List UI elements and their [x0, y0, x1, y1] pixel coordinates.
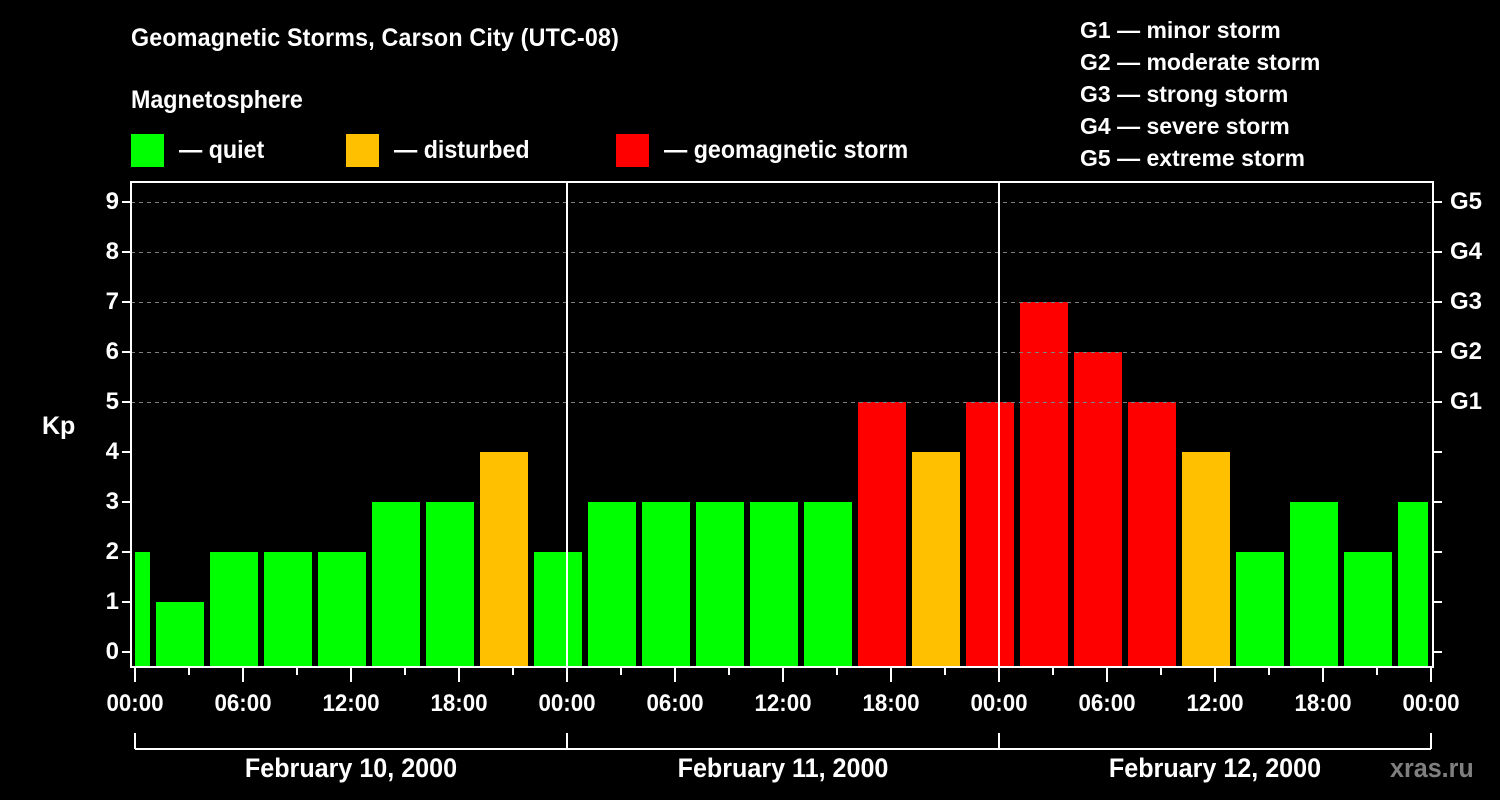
chart-title: Geomagnetic Storms, Carson City (UTC-08): [131, 24, 620, 52]
x-tick-label: 06:00: [214, 690, 272, 717]
y-tick-label: 0: [105, 638, 119, 665]
bar: [318, 552, 366, 667]
bar: [1290, 502, 1338, 667]
bar: [750, 502, 798, 667]
bar: [480, 452, 528, 667]
y-tick-label: 3: [105, 488, 119, 515]
y-tick-label: 6: [105, 338, 119, 365]
date-label: February 10, 2000: [244, 753, 458, 783]
x-tick-label: 06:00: [646, 690, 704, 717]
x-tick-label: 12:00: [322, 690, 380, 717]
legend-swatch-disturbed: [346, 134, 379, 167]
y-axis-label: Kp: [42, 412, 76, 440]
legend-item-quiet: — quiet: [131, 134, 271, 167]
bar: [1236, 552, 1284, 667]
bar: [642, 502, 690, 667]
g-scale-legend: G1 — minor storm G2 — moderate storm G3 …: [1080, 14, 1320, 174]
x-tick-label: 00:00: [970, 690, 1028, 717]
legend-item-storm: — geomagnetic storm: [616, 134, 927, 167]
x-tick-label: 12:00: [1186, 690, 1244, 717]
chart-subtitle: Magnetosphere: [131, 86, 303, 114]
bar: [210, 552, 258, 667]
y-tick-label: 7: [105, 288, 119, 315]
x-tick-label: 12:00: [754, 690, 812, 717]
g-scale-item: G4 — severe storm: [1080, 113, 1290, 139]
g-scale-item: G5 — extreme storm: [1080, 145, 1305, 171]
x-tick-label: 18:00: [1294, 690, 1352, 717]
bar: [1020, 302, 1068, 667]
bar: [135, 552, 150, 667]
bar: [264, 552, 312, 667]
legend-label: — disturbed: [394, 136, 530, 164]
bar: [696, 502, 744, 667]
bar: [588, 502, 636, 667]
y-tick-label: 4: [105, 438, 119, 465]
x-tick-label: 00:00: [106, 690, 164, 717]
bar: [804, 502, 852, 667]
x-tick-label: 00:00: [1402, 690, 1460, 717]
legend-label: — quiet: [179, 136, 265, 164]
x-tick-label: 18:00: [862, 690, 920, 717]
g-scale-item: G3 — strong storm: [1080, 81, 1289, 107]
date-label: February 11, 2000: [677, 753, 889, 783]
g-tick-label: G5: [1450, 188, 1483, 215]
bar: [1074, 352, 1122, 667]
x-tick-label: 18:00: [430, 690, 488, 717]
bar: [426, 502, 474, 667]
bar: [1182, 452, 1230, 667]
x-tick-label: 00:00: [538, 690, 596, 717]
bar: [372, 502, 420, 667]
y-tick-label: 8: [105, 238, 119, 265]
bar: [1398, 502, 1428, 667]
watermark: xras.ru: [1390, 753, 1474, 783]
bar: [534, 552, 582, 667]
legend-label: — geomagnetic storm: [664, 136, 909, 164]
bar: [858, 402, 906, 667]
g-scale-item: G1 — minor storm: [1080, 17, 1281, 43]
bar: [1344, 552, 1392, 667]
x-tick-label: 06:00: [1078, 690, 1136, 717]
legend-item-disturbed: — disturbed: [346, 134, 540, 167]
bar: [156, 602, 204, 667]
g-scale-item: G2 — moderate storm: [1080, 49, 1321, 75]
bars: [135, 302, 1428, 667]
y-tick-label: 1: [105, 588, 119, 615]
g-tick-label: G2: [1450, 338, 1483, 365]
g-tick-label: G1: [1450, 388, 1483, 415]
y-tick-label: 5: [105, 388, 119, 415]
bar: [912, 452, 960, 667]
date-label: February 12, 2000: [1108, 753, 1322, 783]
legend-swatch-quiet: [131, 134, 164, 167]
y-tick-label: 9: [105, 188, 119, 215]
y-tick-label: 2: [105, 538, 119, 565]
bar: [966, 402, 1014, 667]
g-tick-label: G3: [1450, 288, 1483, 315]
g-tick-label: G4: [1450, 238, 1483, 265]
legend-swatch-storm: [616, 134, 649, 167]
bar: [1128, 402, 1176, 667]
